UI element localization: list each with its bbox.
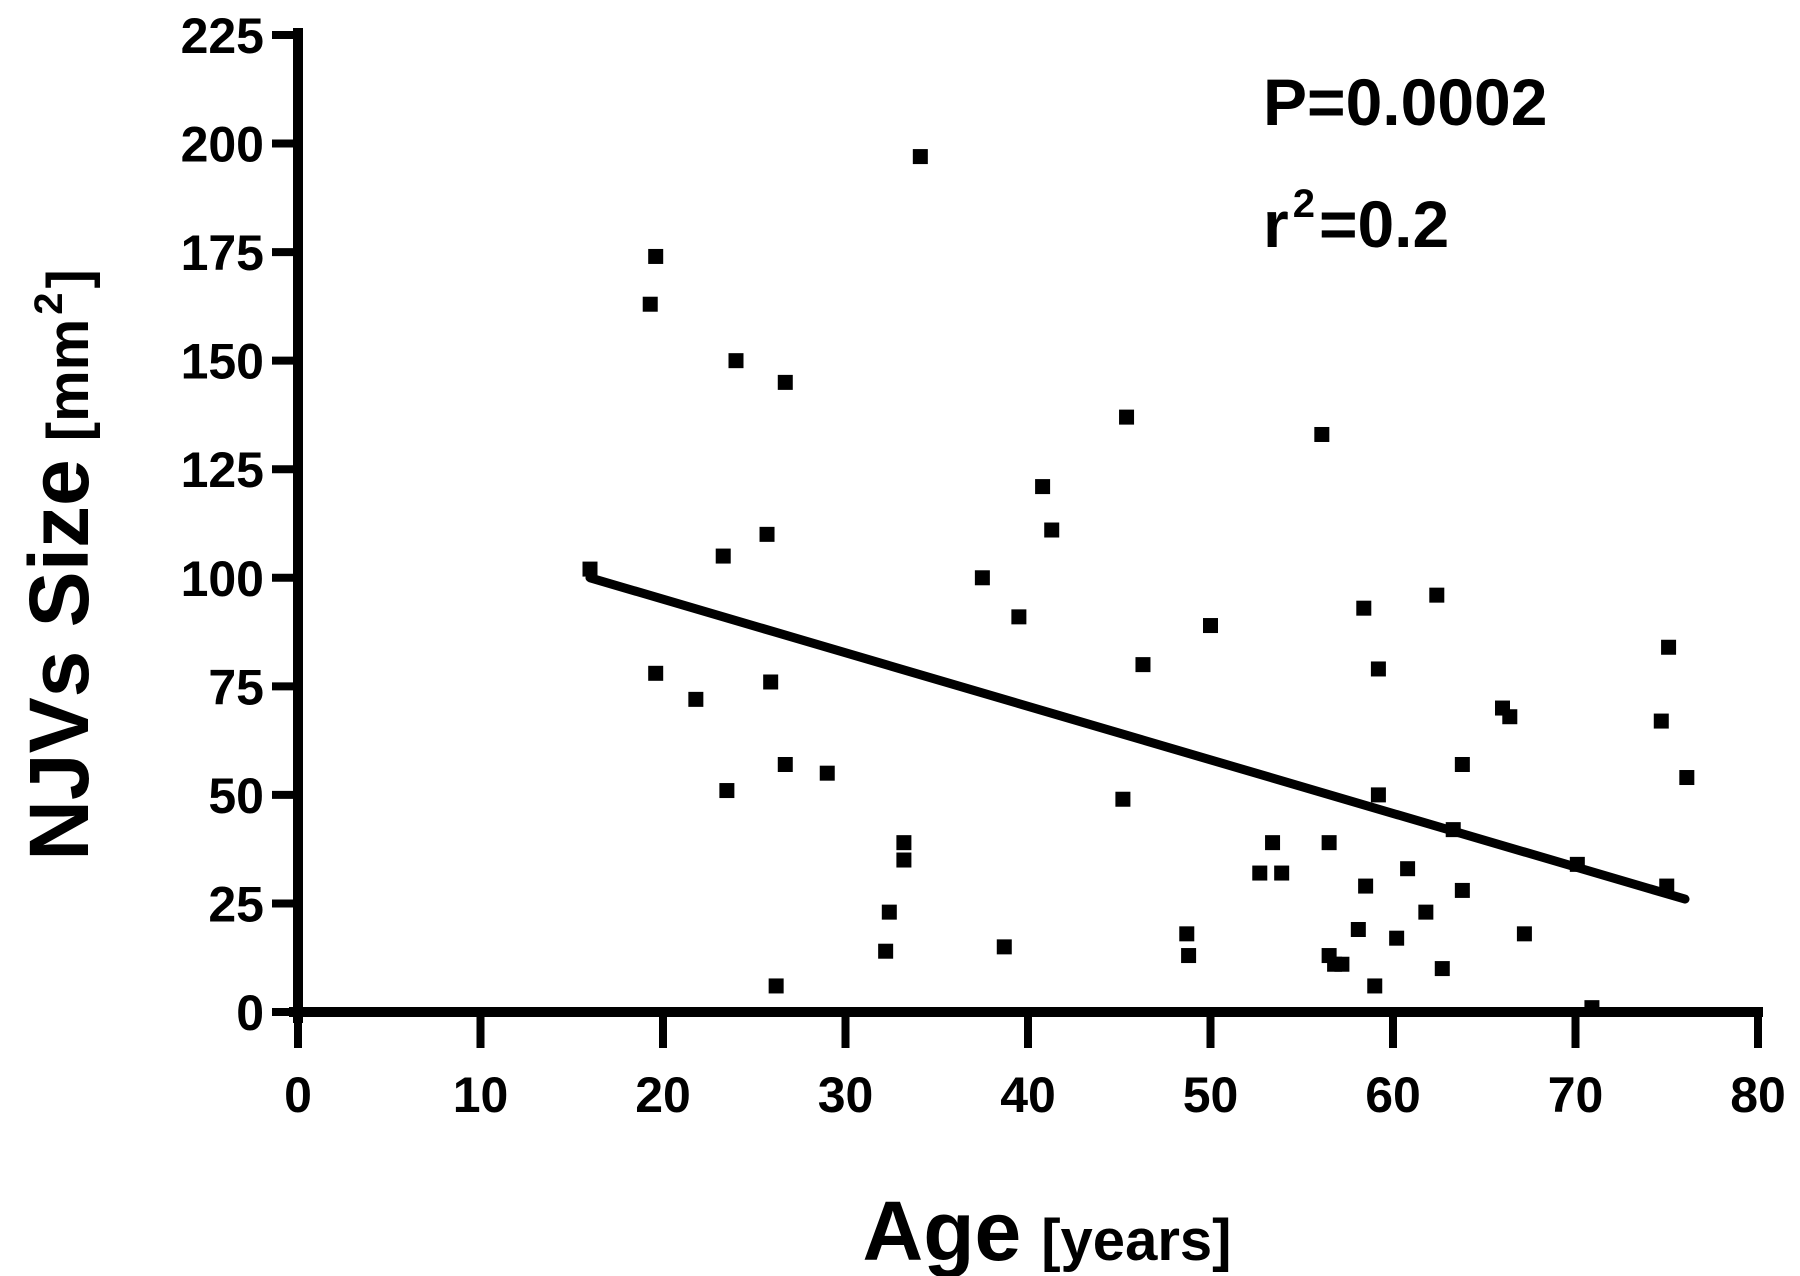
r2-base: r — [1263, 187, 1289, 261]
y-axis-title-main: NJVs Size — [12, 459, 106, 861]
data-point — [1203, 618, 1218, 634]
data-point — [1334, 956, 1350, 972]
data-point — [1274, 865, 1290, 881]
plot-area: 0 25 50 75 100 125 150 175 200 225 0 10 20 30 40 50 60 70… — [181, 8, 1786, 1123]
x-axis-title: Age [years] — [863, 1184, 1232, 1276]
data-point — [648, 248, 664, 264]
data-point — [1314, 426, 1330, 442]
data-point — [974, 570, 990, 586]
y-tick-label: 175 — [181, 225, 264, 281]
data-point — [777, 374, 793, 390]
y-tick-label: 200 — [181, 117, 264, 173]
data-point — [1135, 657, 1151, 673]
x-tick-label: 70 — [1548, 1067, 1604, 1123]
data-point — [1321, 835, 1337, 851]
data-point — [1445, 822, 1461, 838]
data-point — [1356, 600, 1372, 616]
x-tick-label: 80 — [1730, 1067, 1786, 1123]
data-point — [1035, 479, 1051, 495]
data-point — [1429, 587, 1445, 603]
x-tick-label: 60 — [1365, 1067, 1421, 1123]
data-point — [1389, 930, 1405, 946]
r2-value: =0.2 — [1319, 187, 1449, 261]
data-point — [1661, 639, 1677, 655]
y-axis-title-unit-open: [mm — [36, 319, 101, 441]
data-point — [1454, 882, 1470, 898]
data-point — [1584, 1000, 1600, 1016]
data-point — [1044, 522, 1060, 538]
x-axis-title-unit: [years] — [1041, 1208, 1231, 1273]
x-tick-label: 0 — [284, 1067, 312, 1123]
data-point — [1454, 756, 1470, 772]
data-point — [1358, 878, 1374, 894]
svg-text:NJVs Size [mm 2: NJVs Size [mm 2 ] — [12, 269, 106, 861]
y-tick-label: 100 — [181, 551, 264, 607]
y-tick-label: 225 — [181, 8, 264, 64]
y-tick-label: 0 — [236, 985, 264, 1041]
data-point — [728, 353, 744, 369]
data-point — [881, 904, 897, 920]
data-point — [1502, 709, 1518, 725]
x-axis-title-main: Age — [863, 1184, 1022, 1276]
data-point — [896, 835, 912, 851]
data-point — [1252, 865, 1268, 881]
data-point — [1653, 713, 1669, 729]
data-point — [878, 943, 894, 959]
data-point — [1119, 409, 1135, 425]
data-point — [1179, 926, 1195, 942]
r2-sup: 2 — [1293, 182, 1315, 226]
data-point — [1011, 609, 1027, 625]
regression-line — [585, 573, 1690, 904]
data-point — [715, 548, 731, 564]
y-tick-label: 125 — [181, 442, 264, 498]
data-point — [582, 561, 598, 577]
data-point — [1679, 770, 1695, 786]
x-tick-label: 30 — [818, 1067, 874, 1123]
data-point — [1434, 961, 1450, 977]
data-point — [688, 691, 704, 707]
data-point — [1370, 661, 1386, 677]
y-tick-label: 75 — [208, 659, 264, 715]
y-axis-title-unit-close: ] — [36, 269, 101, 288]
data-point — [1516, 926, 1532, 942]
data-point — [996, 939, 1012, 955]
data-point — [642, 296, 658, 312]
data-point — [1115, 791, 1131, 807]
y-tick-label: 50 — [208, 768, 264, 824]
data-point — [768, 978, 784, 994]
data-point — [896, 852, 912, 868]
data-point — [759, 526, 775, 542]
y-tick-label: 25 — [208, 876, 264, 932]
data-point — [819, 765, 835, 781]
x-tick-label: 10 — [453, 1067, 509, 1123]
data-point — [1265, 835, 1281, 851]
data-point — [763, 674, 779, 690]
data-point — [1659, 878, 1675, 894]
data-point — [1350, 921, 1366, 937]
data-point — [1181, 948, 1197, 964]
y-tick-label: 150 — [181, 334, 264, 390]
data-point — [1400, 861, 1416, 877]
data-point — [1418, 904, 1434, 920]
data-point — [1569, 856, 1585, 872]
x-tick-label: 40 — [1000, 1067, 1056, 1123]
p-value-annotation: P=0.0002 — [1263, 65, 1547, 139]
y-axis-title-unit-sup: 2 — [27, 293, 71, 315]
data-point — [1370, 787, 1386, 803]
x-tick-label: 20 — [635, 1067, 691, 1123]
r2-annotation: r 2 =0.2 — [1263, 182, 1449, 261]
data-point — [1367, 978, 1383, 994]
data-point — [777, 756, 793, 772]
data-point — [648, 665, 664, 681]
data-point — [719, 783, 735, 799]
data-point — [912, 149, 928, 165]
x-tick-label: 50 — [1183, 1067, 1239, 1123]
y-axis-title: NJVs Size [mm 2 ] — [12, 269, 106, 861]
